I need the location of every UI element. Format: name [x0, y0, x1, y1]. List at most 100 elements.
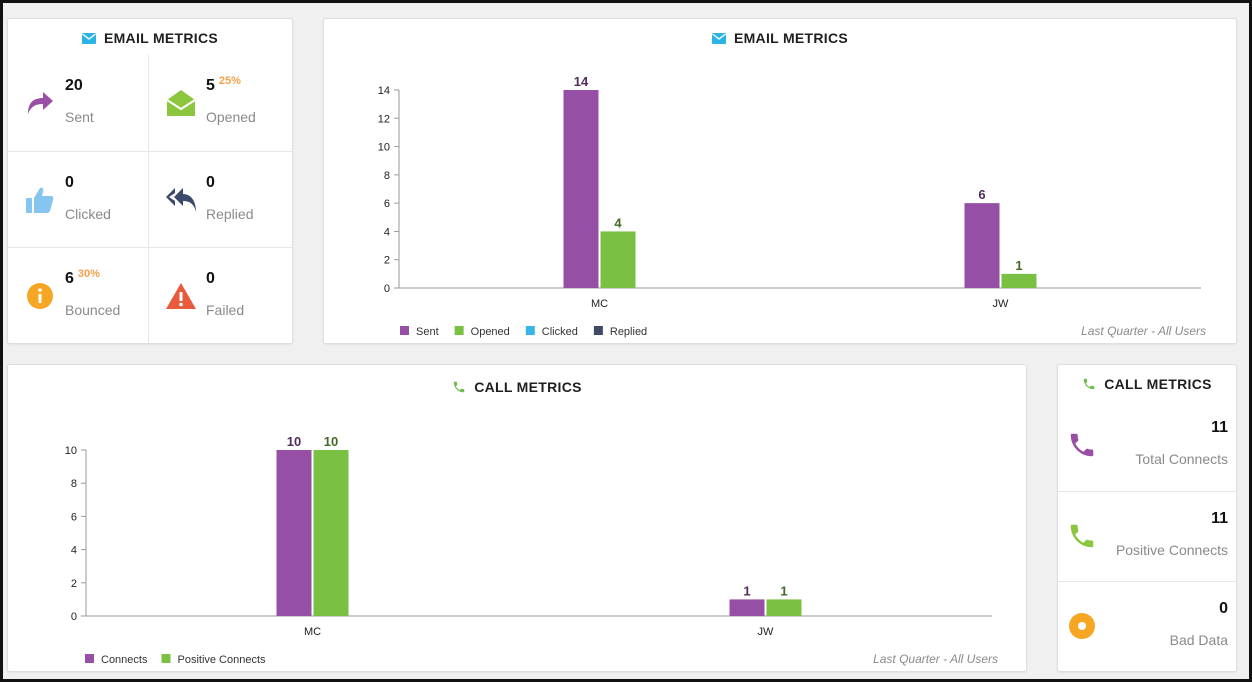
email-metrics-chart-panel: EMAIL METRICS Last Quarter - All Users 0… — [323, 18, 1237, 344]
call-metrics-tiles-title: CALL METRICS — [1104, 376, 1212, 392]
x-tick-label: MC — [304, 626, 321, 638]
legend-label[interactable]: Positive Connects — [177, 654, 266, 666]
call-metrics-chart-header: CALL METRICS — [8, 379, 1026, 395]
envelope-icon — [711, 32, 726, 44]
y-tick-label: 4 — [71, 545, 77, 557]
y-tick-label: 8 — [384, 170, 390, 182]
y-tick-label: 12 — [378, 113, 390, 125]
y-tick-label: 10 — [378, 142, 390, 154]
warning-triangle-icon — [165, 280, 197, 312]
bar-opened-mc[interactable] — [600, 231, 636, 288]
email-metrics-bar-chart: Last Quarter - All Users 02468101214MC14… — [378, 74, 1206, 338]
bar-positive-connects-mc[interactable] — [313, 450, 349, 616]
y-tick-label: 2 — [384, 255, 390, 267]
y-tick-label: 6 — [71, 511, 77, 523]
metric-tile-bounced: 6 30% Bounced — [8, 247, 149, 343]
bounced-percent: 30% — [77, 268, 100, 280]
email-metrics-tiles-panel: EMAIL METRICS 20 Sent 5 25% Opened 0 Clic… — [7, 18, 293, 344]
failed-value: 0 — [206, 270, 215, 287]
envelope-icon — [81, 32, 96, 44]
reply-all-icon — [165, 184, 197, 216]
phone-icon — [1066, 429, 1098, 461]
bar-value-label: 1 — [780, 583, 787, 598]
share-arrow-icon — [24, 87, 56, 119]
bad-data-value: 0 — [1219, 600, 1228, 617]
email-metrics-chart-header: EMAIL METRICS — [324, 30, 1236, 46]
legend-swatch — [525, 326, 535, 335]
legend-label[interactable]: Replied — [610, 326, 647, 338]
legend-label[interactable]: Clicked — [542, 326, 578, 338]
email-chart-footnote: Last Quarter - All Users — [1081, 324, 1206, 338]
y-tick-label: 14 — [378, 85, 390, 97]
bar-connects-jw[interactable] — [729, 599, 765, 616]
bar-value-label: 10 — [324, 434, 338, 449]
y-tick-label: 8 — [71, 478, 77, 490]
x-tick-label: MC — [591, 298, 608, 310]
legend-label[interactable]: Opened — [471, 326, 510, 338]
bar-value-label: 14 — [574, 74, 589, 89]
sent-label: Sent — [65, 109, 94, 125]
open-envelope-icon — [165, 87, 197, 119]
phone-icon — [1082, 377, 1096, 391]
bar-sent-mc[interactable] — [563, 90, 599, 288]
email-metrics-chart-title: EMAIL METRICS — [733, 30, 849, 46]
call-chart-footnote: Last Quarter - All Users — [873, 652, 998, 666]
y-tick-label: 6 — [384, 198, 390, 210]
bar-positive-connects-jw[interactable] — [766, 599, 802, 616]
metric-tile-sent: 20 Sent — [8, 55, 149, 151]
bar-value-label: 6 — [978, 187, 985, 202]
total-connects-label: Total Connects — [1135, 451, 1228, 467]
replied-label: Replied — [206, 206, 254, 222]
bar-value-label: 1 — [1015, 258, 1022, 273]
positive-connects-value: 11 — [1211, 510, 1228, 527]
call-metrics-tiles-header: CALL METRICS — [1058, 376, 1236, 392]
replied-value: 0 — [206, 174, 215, 191]
call-tile-bad-data: 0 Bad Data — [1058, 581, 1236, 671]
call-metrics-chart-panel: CALL METRICS Last Quarter - All Users 0 2… — [7, 364, 1027, 672]
legend-label[interactable]: Connects — [101, 654, 148, 666]
y-tick-label: 10 — [65, 445, 77, 457]
bar-value-label: 4 — [614, 215, 622, 230]
opened-percent: 25% — [218, 75, 241, 87]
metric-tile-clicked: 0 Clicked — [8, 151, 149, 247]
email-metrics-tiles-title: EMAIL METRICS — [103, 30, 219, 46]
total-connects-value: 11 — [1211, 419, 1228, 436]
metric-tile-failed: 0 Failed — [149, 247, 292, 343]
x-tick-label: JW — [758, 626, 775, 638]
positive-connects-label: Positive Connects — [1115, 542, 1228, 558]
call-metrics-chart-title: CALL METRICS — [474, 379, 582, 395]
bar-sent-jw[interactable] — [964, 203, 1000, 288]
legend-swatch — [85, 654, 94, 663]
x-tick-label: JW — [993, 298, 1010, 310]
bad-data-label: Bad Data — [1169, 632, 1228, 648]
legend-swatch — [454, 326, 464, 335]
call-metrics-bar-chart: Last Quarter - All Users 0 2 4 6 8 10 MC 10 10 JW… — [65, 434, 998, 666]
metric-tile-replied: 0 Replied — [149, 151, 292, 247]
dot-circle-icon — [1066, 610, 1098, 642]
thumbs-up-icon — [24, 184, 56, 216]
call-tile-positive-connects: 11 Positive Connects — [1058, 491, 1236, 581]
call-tile-total-connects: 11 Total Connects — [1058, 401, 1236, 491]
clicked-label: Clicked — [65, 206, 111, 222]
opened-value: 5 — [206, 77, 215, 94]
opened-label: Opened — [206, 109, 256, 125]
y-tick-label: 0 — [71, 611, 77, 623]
legend-swatch — [400, 326, 409, 335]
metric-tile-opened: 5 25% Opened — [149, 55, 292, 151]
legend-label[interactable]: Sent — [416, 326, 439, 338]
sent-value: 20 — [65, 77, 83, 94]
bar-value-label: 1 — [743, 583, 750, 598]
y-tick-label: 2 — [71, 578, 77, 590]
bounced-value: 6 — [65, 270, 74, 287]
info-circle-icon — [24, 280, 56, 312]
bar-opened-jw[interactable] — [1001, 273, 1037, 288]
bar-connects-mc[interactable] — [276, 450, 312, 616]
clicked-value: 0 — [65, 174, 74, 191]
call-metrics-tiles-panel: CALL METRICS 11 Total Connects 11 Positi… — [1057, 364, 1237, 672]
legend-swatch — [593, 326, 603, 335]
failed-label: Failed — [206, 302, 245, 318]
bounced-label: Bounced — [65, 302, 121, 318]
legend-swatch — [161, 654, 171, 663]
email-metrics-tiles-header: EMAIL METRICS — [8, 30, 292, 46]
phone-icon — [452, 380, 466, 394]
